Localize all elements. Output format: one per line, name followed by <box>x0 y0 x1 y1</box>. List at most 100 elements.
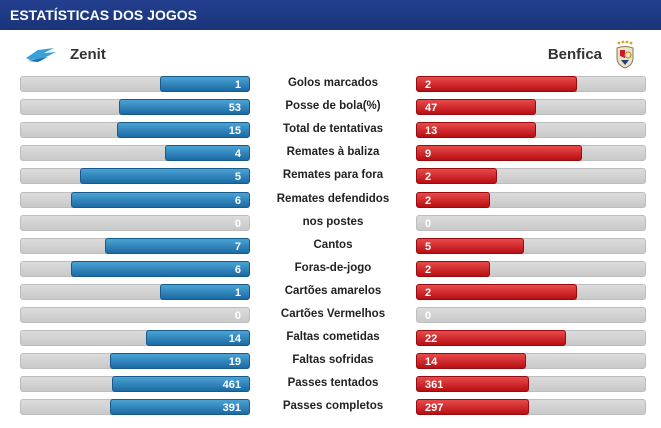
away-stat-value: 5 <box>425 240 432 253</box>
home-stat-bar <box>146 330 250 347</box>
home-stat-bar <box>119 99 250 116</box>
home-stat-track: 6 <box>20 260 250 277</box>
away-stat-bar <box>416 283 577 300</box>
home-stat-bar <box>112 376 250 393</box>
away-stat-track: 297 <box>416 399 646 416</box>
home-stat-value: 5 <box>234 171 241 184</box>
home-stat-value: 391 <box>222 402 241 415</box>
stat-row: 14 Faltas cometidas 22 <box>0 328 661 348</box>
home-stat-bar <box>160 76 250 92</box>
away-stat-bar <box>416 191 490 208</box>
stat-row: 5 Remates para fora 2 <box>0 166 661 186</box>
away-stat-bar <box>416 122 536 139</box>
away-stat-track: 2 <box>416 76 646 92</box>
away-stat-value: 13 <box>425 125 438 138</box>
home-stat-track: 0 <box>20 307 250 323</box>
home-stat-value: 4 <box>234 148 241 161</box>
stat-row: 461 Passes tentados 361 <box>0 374 661 394</box>
away-stat-track: 0 <box>416 214 646 231</box>
away-stat-bar <box>416 399 529 416</box>
away-stat-bar <box>416 330 566 347</box>
stat-row: 15 Total de tentativas 13 <box>0 120 661 140</box>
page-title: ESTATÍSTICAS DOS JOGOS <box>10 7 197 23</box>
home-stat-bar <box>71 260 250 277</box>
away-stat-track: 5 <box>416 237 646 254</box>
away-stat-value: 297 <box>425 402 444 415</box>
away-stat-track: 13 <box>416 122 646 139</box>
home-stat-track: 5 <box>20 168 250 185</box>
stat-label: Cartões amarelos <box>284 284 382 297</box>
away-stat-bar <box>416 237 524 254</box>
stat-label: Faltas cometidas <box>286 331 380 344</box>
stat-row: 391 Passes completos 297 <box>0 397 661 417</box>
home-stat-track: 7 <box>20 237 250 254</box>
home-stat-value: 461 <box>222 379 241 392</box>
away-stat-track: 2 <box>416 168 646 185</box>
home-stat-value: 0 <box>234 217 241 230</box>
home-stat-track: 461 <box>20 376 250 393</box>
away-stat-value: 22 <box>425 333 438 346</box>
home-stat-track: 1 <box>20 76 250 92</box>
away-stat-track: 2 <box>416 283 646 300</box>
away-stat-value: 2 <box>425 79 432 91</box>
away-stat-value: 2 <box>425 263 432 276</box>
away-stat-track: 361 <box>416 376 646 393</box>
home-stat-bar <box>110 353 250 370</box>
home-stat-track: 6 <box>20 191 250 208</box>
home-stat-bar <box>71 191 250 208</box>
away-stat-value: 361 <box>425 379 444 392</box>
home-stat-value: 0 <box>234 310 241 322</box>
stats-header: ESTATÍSTICAS DOS JOGOS <box>0 0 661 30</box>
stat-label: Total de tentativas <box>282 123 384 136</box>
stat-label: Cantos <box>313 238 353 251</box>
away-stat-bar <box>416 260 490 277</box>
away-stat-bar <box>416 353 526 370</box>
away-stat-bar <box>416 99 536 116</box>
home-stat-value: 6 <box>234 194 241 207</box>
away-stat-value: 9 <box>425 148 432 161</box>
away-stat-track: 9 <box>416 145 646 162</box>
stat-row: 53 Posse de bola(%) 47 <box>0 97 661 117</box>
away-stat-track: 22 <box>416 330 646 347</box>
home-stat-value: 19 <box>228 356 241 369</box>
home-stat-track: 15 <box>20 122 250 139</box>
away-stat-value: 14 <box>425 356 438 369</box>
home-stat-value: 15 <box>228 125 241 138</box>
away-stat-value: 2 <box>425 194 432 207</box>
home-stat-value: 14 <box>228 333 241 346</box>
away-stat-bar <box>416 376 529 393</box>
away-stat-value: 0 <box>425 217 432 230</box>
home-stat-bar <box>165 145 250 162</box>
stat-label: Remates para fora <box>282 169 384 182</box>
home-team-name: Zenit <box>70 46 106 63</box>
home-stat-bar <box>117 122 250 139</box>
stat-row: 19 Faltas sofridas 14 <box>0 351 661 371</box>
away-stat-track: 14 <box>416 353 646 370</box>
away-stat-track: 2 <box>416 191 646 208</box>
away-stat-value: 2 <box>425 286 432 299</box>
away-stat-value: 0 <box>425 310 432 322</box>
home-stat-bar <box>160 283 250 300</box>
stat-label: Cartões Vermelhos <box>280 308 386 320</box>
stat-label: nos postes <box>302 215 364 228</box>
home-stat-bar <box>110 399 250 416</box>
stat-label: Remates à baliza <box>286 146 380 159</box>
stat-label: Passes completos <box>282 400 384 413</box>
home-stat-track: 14 <box>20 330 250 347</box>
home-stat-track: 0 <box>20 214 250 231</box>
away-stat-track: 0 <box>416 307 646 323</box>
away-stat-bar <box>416 168 497 185</box>
stat-row: 4 Remates à baliza 9 <box>0 143 661 163</box>
stat-row: 0 nos postes 0 <box>0 213 661 233</box>
home-stat-bar <box>105 237 250 254</box>
home-stat-value: 7 <box>234 240 241 253</box>
home-stat-value: 53 <box>228 102 241 115</box>
away-stat-value: 2 <box>425 171 432 184</box>
home-stat-track: 4 <box>20 145 250 162</box>
benfica-crest-icon <box>616 40 634 69</box>
stat-label: Foras-de-jogo <box>294 261 372 274</box>
home-stat-bar <box>80 168 250 185</box>
stat-label: Remates defendidos <box>276 192 390 205</box>
home-stat-track: 19 <box>20 353 250 370</box>
stat-label: Passes tentados <box>287 377 379 390</box>
